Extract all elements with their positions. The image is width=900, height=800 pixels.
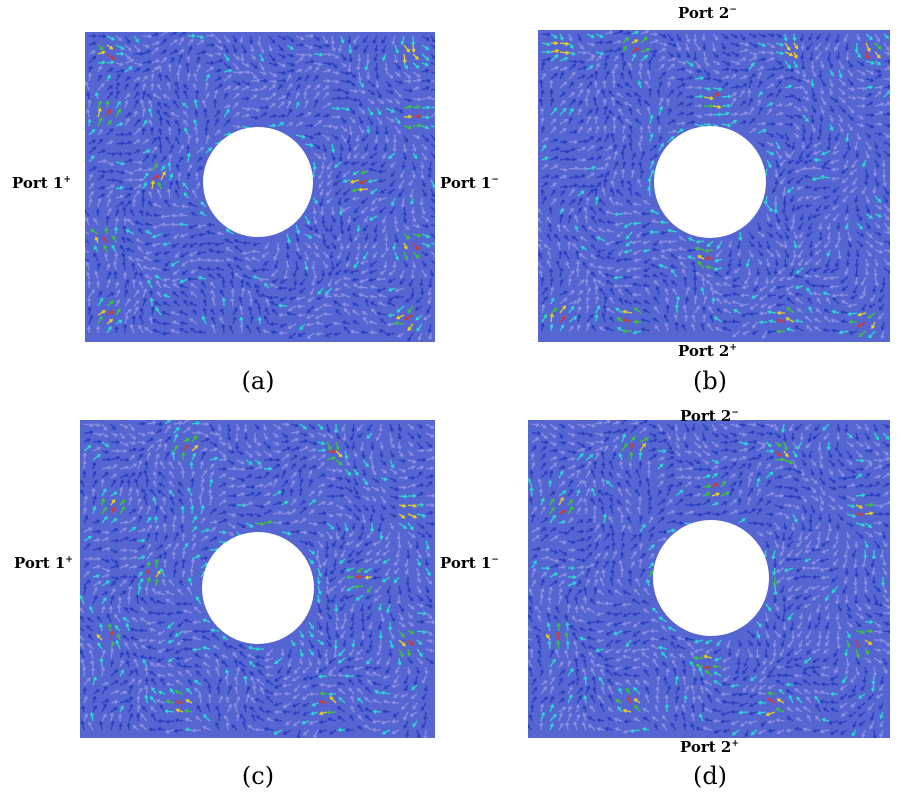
panel-c-field-svg bbox=[80, 420, 435, 738]
panel-a-field-plot bbox=[85, 32, 435, 342]
field-arrows bbox=[528, 420, 890, 738]
panel-d-field-svg bbox=[528, 420, 890, 738]
panel-b-port-bottom: Port 2+ bbox=[678, 342, 737, 360]
panel-d-caption: (d) bbox=[692, 762, 728, 790]
panel-d-field-plot bbox=[528, 420, 890, 738]
panel-c-port-right: Port 1− bbox=[440, 554, 499, 572]
center-hole bbox=[653, 520, 769, 636]
panel-d-port-top: Port 2− bbox=[680, 407, 739, 425]
panel-c-caption: (c) bbox=[241, 762, 275, 790]
panel-c-field-plot bbox=[80, 420, 435, 738]
field-arrows bbox=[85, 32, 435, 342]
panel-a-port-left: Port 1+ bbox=[12, 174, 71, 192]
field-arrows bbox=[80, 420, 435, 738]
panel-a-port-right: Port 1− bbox=[440, 174, 499, 192]
center-hole bbox=[202, 532, 314, 644]
center-hole bbox=[203, 127, 313, 237]
panel-a-caption: (a) bbox=[241, 367, 275, 395]
panel-b-field-svg bbox=[538, 30, 890, 342]
panel-b-port-top: Port 2− bbox=[678, 4, 737, 22]
field-arrows bbox=[538, 30, 890, 340]
center-hole bbox=[654, 126, 766, 238]
panel-b-field-plot bbox=[538, 30, 890, 342]
panel-d-port-bottom: Port 2+ bbox=[680, 738, 739, 756]
panel-c-port-left: Port 1+ bbox=[14, 554, 73, 572]
panel-b-caption: (b) bbox=[692, 367, 728, 395]
panel-a-field-svg bbox=[85, 32, 435, 342]
